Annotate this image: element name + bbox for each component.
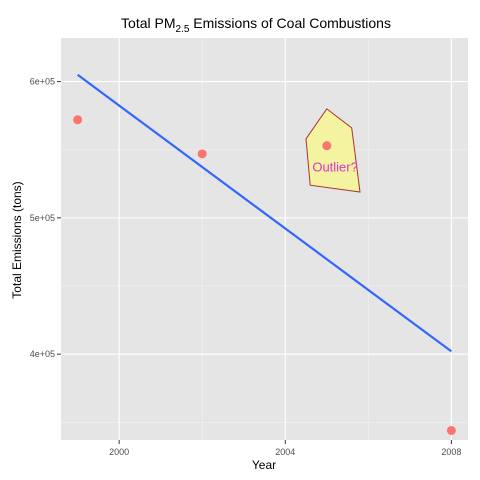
chart-title: Total PM2.5 Emissions of Coal Combustion…	[121, 15, 391, 35]
outlier-annotation-label: Outlier?	[312, 160, 358, 175]
y-axis-label: Total Emissions (tons)	[10, 181, 24, 298]
outlier-highlight-polygon	[305, 108, 361, 193]
title-suffix: Emissions of Coal Combustions	[189, 15, 391, 31]
data-point	[446, 425, 456, 435]
annotation-layer	[305, 108, 361, 193]
x-tick-label: 2000	[109, 447, 129, 457]
y-tick-label: 6e+05	[30, 77, 55, 87]
title-main: Total PM	[121, 15, 175, 31]
title-subscript: 2.5	[176, 24, 190, 35]
x-tick-label: 2008	[441, 447, 461, 457]
x-tick-label: 2004	[275, 447, 295, 457]
tick-layer: 2000 2004 2008 4e+05 5e+05 6e+05	[30, 77, 462, 457]
line-layer	[76, 73, 453, 353]
data-point	[197, 149, 207, 159]
y-tick-label: 4e+05	[30, 349, 55, 359]
point-layer: Outlier?	[73, 115, 456, 435]
y-tick-label: 5e+05	[30, 213, 55, 223]
trend-line	[76, 73, 453, 353]
data-point	[73, 115, 83, 125]
data-point	[322, 141, 332, 151]
plot-panel	[61, 38, 468, 440]
x-axis-label: Year	[252, 458, 276, 472]
